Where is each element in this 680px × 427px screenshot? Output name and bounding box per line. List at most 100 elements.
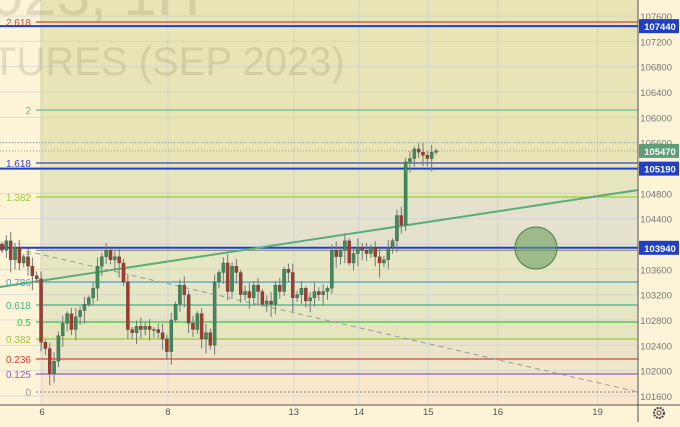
candle-down <box>30 266 35 276</box>
candle-up <box>100 256 104 267</box>
candle-down <box>156 329 160 333</box>
highlight-circle <box>514 226 558 270</box>
candle-up <box>13 247 17 260</box>
dashed-trend-line <box>0 244 639 393</box>
price-tick-label: 103200 <box>640 291 672 302</box>
candle-up <box>412 148 417 159</box>
candle-up <box>143 326 147 330</box>
candle-up <box>21 256 26 264</box>
candle-up <box>390 240 395 248</box>
candle-up <box>295 294 299 298</box>
price-label-text: 103940 <box>644 244 676 255</box>
price-tick-label: 106000 <box>640 113 672 124</box>
candle-down <box>165 338 169 352</box>
candle-up <box>429 152 434 159</box>
candle-up <box>91 288 95 298</box>
candle-down <box>334 250 338 257</box>
candle-up <box>403 161 408 226</box>
candle-up <box>408 158 412 162</box>
price-tick-label: 104800 <box>640 189 672 200</box>
fib-level-label: 0.236 <box>6 355 31 366</box>
candle-down <box>186 294 191 324</box>
fib-level-label: 0.125 <box>6 370 31 381</box>
candle-down <box>17 247 22 264</box>
candle-up <box>282 269 286 292</box>
candle-up <box>204 332 208 340</box>
candle-up <box>221 262 226 273</box>
candle-down <box>26 256 30 267</box>
price-label-text: 105470 <box>644 147 676 158</box>
price-label-text: 105190 <box>644 165 676 176</box>
candle-up <box>113 256 117 260</box>
candle-up <box>395 215 399 241</box>
price-axis <box>638 0 680 422</box>
candle-down <box>238 272 243 295</box>
candle-down <box>39 278 43 343</box>
candle-up <box>264 300 269 305</box>
candle-up <box>65 313 69 324</box>
candle-down <box>377 256 382 264</box>
candle-up <box>230 266 234 292</box>
candle-up <box>338 250 343 257</box>
time-tick-label: 15 <box>423 407 434 418</box>
fib-level-label: 1.618 <box>6 159 31 170</box>
candle-down <box>208 332 213 346</box>
candle-down <box>360 247 364 251</box>
candle-up <box>61 323 65 336</box>
candle-up <box>178 285 182 305</box>
fib-level-label: 0.382 <box>6 335 31 346</box>
candle-up <box>434 150 438 153</box>
time-tick-label: 16 <box>492 407 503 418</box>
time-tick-label: 14 <box>354 407 365 418</box>
candle-up <box>95 266 100 289</box>
fib-level-label: 2.618 <box>6 18 31 29</box>
candle-up <box>78 310 82 317</box>
candle-down <box>121 262 126 283</box>
candle-down <box>416 148 421 153</box>
candle-up <box>330 250 334 289</box>
candle-down <box>199 313 204 340</box>
candle-up <box>325 288 330 292</box>
candle-down <box>234 266 239 273</box>
fib-band <box>40 304 638 323</box>
price-tick-label: 106400 <box>640 88 672 99</box>
candle-up <box>386 247 391 260</box>
candle-up <box>343 240 347 251</box>
candle-up <box>243 291 247 295</box>
candle-up <box>351 253 356 264</box>
candle-up <box>308 297 312 302</box>
fib-level-label: 0 <box>25 388 31 399</box>
fib-band <box>40 282 638 305</box>
price-tick-label: 107600 <box>640 12 672 23</box>
candle-up <box>299 288 304 295</box>
gear-inner <box>656 410 662 416</box>
candle-down <box>278 285 282 292</box>
candle-down <box>425 155 430 159</box>
price-tick-label: 103600 <box>640 265 672 276</box>
price-label-badge <box>639 19 679 34</box>
candle-down <box>182 285 187 295</box>
price-label-badge <box>639 143 679 158</box>
candle-down <box>291 272 295 298</box>
settings-gear-icon[interactable] <box>653 407 665 419</box>
fib-band <box>40 0 638 23</box>
candle-up <box>217 272 221 283</box>
time-tick-label: 6 <box>39 407 44 418</box>
candle-down <box>34 275 39 279</box>
candle-down <box>260 291 265 305</box>
candle-up <box>169 319 174 352</box>
fib-level-label: 0.618 <box>6 301 31 312</box>
candle-up <box>251 285 256 298</box>
candle-down <box>373 247 377 257</box>
candle-up <box>4 240 9 251</box>
candle-up <box>312 291 317 298</box>
candle-down <box>347 240 351 264</box>
time-tick-label: 19 <box>592 407 603 418</box>
price-label-badge <box>639 240 679 255</box>
fib-band <box>40 339 638 360</box>
candle-down <box>147 326 152 330</box>
price-tick-label: 102800 <box>640 316 672 327</box>
candle-up <box>369 247 373 254</box>
price-label-badge <box>639 161 679 176</box>
